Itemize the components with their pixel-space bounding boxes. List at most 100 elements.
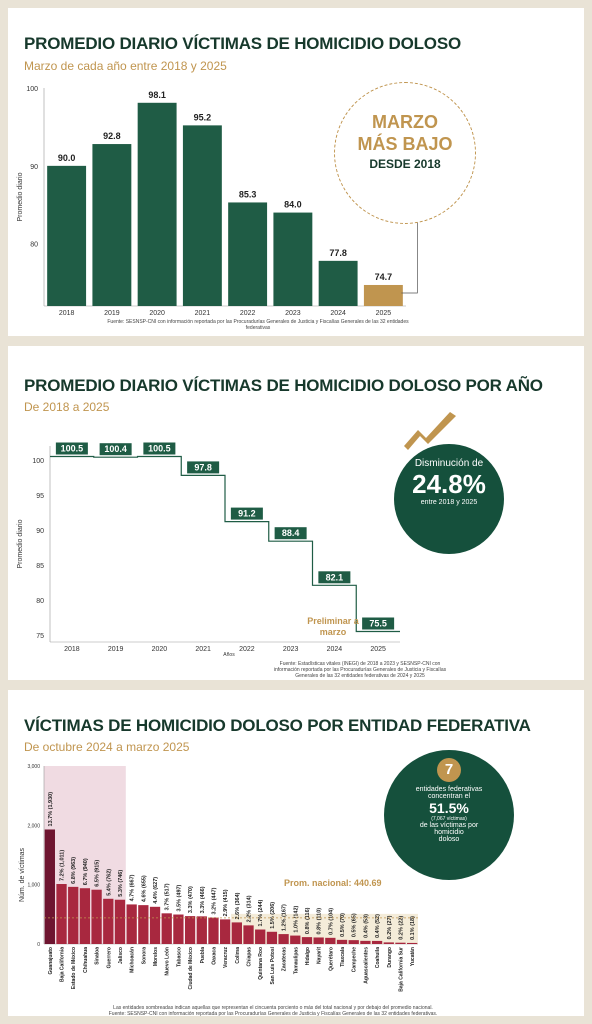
- bar: [325, 937, 336, 944]
- value-badge-label: 82.1: [326, 572, 344, 582]
- x-tick-label: 2019: [108, 646, 124, 653]
- chart2-svg: 75 80 85 90 95 100 Promedio diario Años 100.5 201…: [17, 412, 456, 658]
- x-tick-label: Tamaulipas: [293, 947, 299, 974]
- bar: [273, 212, 313, 306]
- y-tick-label: 0: [37, 942, 40, 948]
- bar-value-label: 2.6% (364): [235, 892, 241, 919]
- bar-value-label: 1.7% (244): [258, 899, 264, 926]
- x-tick-label: 2022: [240, 310, 256, 317]
- y-tick-label: 75: [36, 633, 44, 640]
- value-badge: [99, 443, 132, 456]
- bar-value-label: 1.5% (206): [270, 902, 276, 929]
- bar: [47, 165, 87, 306]
- panel3-subtitle: De octubre 2024 a marzo 2025: [24, 740, 190, 754]
- bar-value-label: 6.8% (963): [71, 857, 77, 884]
- bar-value-label: 3.3% (466): [200, 886, 206, 913]
- bar: [103, 898, 114, 944]
- bar-value-label: 5.3% (746): [118, 870, 124, 897]
- bar-value-label: 84.0: [284, 200, 302, 210]
- bar-value-label: 3.2% (447): [211, 887, 217, 914]
- bar-value-label: 3.7% (517): [165, 883, 171, 910]
- y-axis-title: Promedio diario: [17, 172, 24, 221]
- panel1-source: Fuente: SESNSP-CNI con información repor…: [107, 319, 409, 331]
- chart1-svg: 80 90 100 Promedio diario 90.0 2018 92.8 2019 98…: [17, 86, 418, 317]
- bar-value-label: 0.7% (104): [328, 908, 334, 935]
- bar-value-label: 77.8: [329, 248, 347, 258]
- bar: [220, 919, 231, 944]
- bar: [208, 917, 219, 944]
- callout3-line3: de las víctimas por: [419, 822, 479, 829]
- callout2-line2: entre 2018 y 2025: [420, 499, 478, 506]
- x-tick-label: 2020: [152, 646, 168, 653]
- x-tick-label: 2018: [64, 646, 80, 653]
- bar: [126, 904, 137, 944]
- x-tick-label: Sonora: [141, 947, 147, 964]
- bar: [301, 937, 313, 944]
- x-tick-label: Nayarit: [317, 947, 323, 964]
- bar: [348, 940, 359, 944]
- callout-seven-states: 7 entidades federativas concentran el 51…: [384, 750, 514, 880]
- bar-value-label: 2.2% (314): [247, 895, 253, 922]
- bar-value-label: 6.7% (940): [83, 858, 89, 885]
- x-tick-label: Sinaloa: [95, 947, 101, 965]
- bar-value-label: 3.3% (470): [188, 886, 194, 913]
- x-tick-label: Coahuila: [375, 947, 381, 968]
- callout-decrease: Disminución de 24.8% entre 2018 y 2025: [394, 444, 504, 554]
- bar-value-label: 0.4% (53): [363, 914, 369, 938]
- x-tick-label: Morelos: [153, 947, 159, 966]
- panel1-title: PROMEDIO DIARIO VÍCTIMAS DE HOMICIDIO DO…: [24, 34, 461, 53]
- callout3-line5: doloso: [438, 836, 460, 843]
- bar-value-label: 0.4% (52): [375, 914, 381, 938]
- x-tick-label: Querétaro: [328, 947, 334, 971]
- callout1-line1: MARZO: [372, 112, 438, 132]
- x-tick-label: 2023: [285, 310, 301, 317]
- y-tick-label: 80: [30, 242, 38, 249]
- bar-value-label: 2.9% (415): [223, 889, 229, 916]
- y-tick-label: 80: [36, 598, 44, 605]
- bar: [266, 931, 278, 944]
- chart3-svg: 0 1,000 2,000 3,000 Núm. de víctimas 13.7% (1…: [19, 764, 418, 992]
- bar: [318, 260, 358, 306]
- bar-value-label: 4.6% (655): [141, 875, 147, 902]
- callout-lowest-march: MARZO MÁS BAJO DESDE 2018: [334, 82, 476, 224]
- bar-value-label: 92.8: [103, 131, 121, 141]
- x-tick-label: Estado de México: [71, 947, 77, 989]
- bar: [91, 889, 102, 944]
- bar-value-label: 3.5% (497): [176, 884, 182, 911]
- x-tick-label: Tlaxcala: [340, 947, 346, 967]
- bar: [313, 937, 324, 944]
- x-tick-label: Chiapas: [247, 947, 253, 967]
- bar-value-label: 85.3: [239, 189, 257, 199]
- bar: [278, 934, 289, 944]
- callout3-line1: entidades federativas: [415, 786, 483, 793]
- bar: [68, 886, 79, 944]
- x-tick-label: Michoacán: [130, 947, 136, 973]
- bar: [360, 940, 371, 944]
- step-line: [50, 455, 400, 633]
- bar: [182, 125, 222, 306]
- x-tick-label: 2022: [239, 646, 255, 653]
- x-tick-label: 2023: [283, 646, 299, 653]
- callout1-line3: DESDE 2018: [369, 157, 441, 171]
- callout3-value: 51.5%: [429, 800, 469, 816]
- bar: [255, 929, 266, 944]
- bar-value-label: 4.4% (627): [153, 877, 159, 904]
- bar-value-label: 4.7% (667): [130, 874, 136, 901]
- down-arrow-icon: [404, 412, 456, 450]
- x-tick-label: Oaxaca: [211, 947, 217, 965]
- value-badge-label: 100.4: [104, 444, 127, 454]
- bar-value-label: 13.7% (1,930): [48, 792, 54, 827]
- bar: [161, 913, 172, 944]
- preliminary-note: Preliminar a marzo: [307, 616, 359, 637]
- x-tick-label: Jalisco: [118, 947, 124, 964]
- bar: [407, 942, 418, 944]
- x-tick-label: 2025: [376, 310, 392, 317]
- x-tick-label: Chihuahua: [83, 947, 89, 973]
- bar: [395, 942, 406, 944]
- bar-value-label: 0.5% (65): [352, 913, 358, 937]
- x-tick-label: Hidalgo: [305, 947, 311, 965]
- y-tick-label: 100: [26, 86, 38, 93]
- x-tick-label: 2021: [195, 646, 211, 653]
- y-axis-title: Promedio diario: [17, 519, 24, 568]
- callout3-detail: (7,067 víctimas): [431, 816, 467, 822]
